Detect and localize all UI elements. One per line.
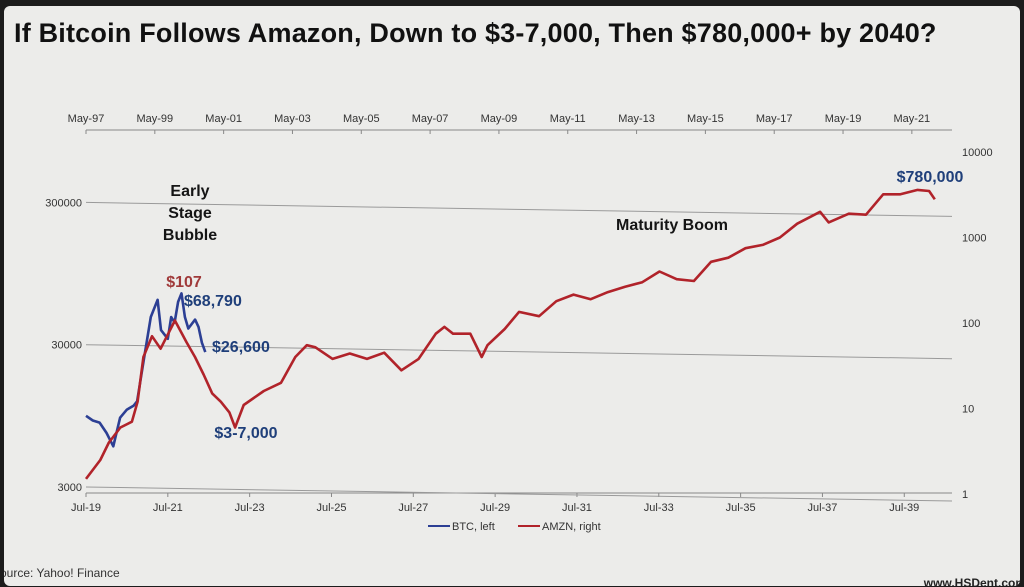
annotation-line: Bubble [163, 227, 217, 244]
top-x-tick-label: May-01 [205, 113, 242, 125]
left-gridline [85, 201, 953, 217]
top-x-tick-label: May-99 [136, 113, 173, 125]
top-x-tick-label: May-11 [550, 113, 586, 125]
annotation-btc-peak: $68,790 [184, 293, 242, 310]
series-line-amzn [84, 188, 936, 480]
left-y-tick-label: 3000 [58, 482, 82, 494]
slide-title: If Bitcoin Follows Amazon, Down to $3-7,… [14, 18, 937, 48]
bottom-x-tick-label: Jul-19 [71, 502, 101, 514]
bottom-x-tick-label: Jul-25 [316, 502, 346, 514]
top-x-tick-label: May-21 [894, 113, 931, 125]
top-x-tick-label: May-03 [274, 113, 311, 125]
site-watermark: www.HSDent.com [923, 576, 1020, 586]
top-x-tick-label: May-97 [68, 113, 105, 125]
legend-label-btc: BTC, left [452, 521, 495, 533]
top-x-tick-label: May-19 [825, 113, 862, 125]
right-y-tick-label: 100 [962, 318, 980, 330]
top-x-tick-label: May-15 [687, 113, 724, 125]
bottom-x-tick-label: Jul-33 [644, 502, 674, 514]
top-x-tick-label: May-13 [618, 113, 655, 125]
right-y-tick-label: 1 [962, 489, 968, 501]
annotation-bottom-target: $3-7,000 [214, 425, 277, 442]
bottom-x-tick-label: Jul-21 [153, 502, 183, 514]
bottom-x-tick-label: Jul-23 [235, 502, 265, 514]
left-y-tick-label: 30000 [51, 340, 82, 352]
bottom-x-tick-label: Jul-27 [398, 502, 428, 514]
left-gridline [85, 344, 953, 360]
left-gridline [85, 486, 953, 502]
top-x-tick-label: May-17 [756, 113, 793, 125]
bottom-x-tick-label: Jul-39 [889, 502, 919, 514]
bottom-x-tick-label: Jul-37 [807, 502, 837, 514]
left-y-tick-label: 300000 [45, 197, 82, 209]
chart: May-97 May-99 May-01 May-03 May-05 May-07 May-… [45, 113, 993, 533]
annotation-maturity-boom: Maturity Boom [616, 217, 728, 234]
annotation-btc-current: $26,600 [212, 339, 270, 356]
top-x-tick-label: May-09 [481, 113, 518, 125]
slide: If Bitcoin Follows Amazon, Down to $3-7,… [4, 6, 1020, 586]
right-y-tick-label: 1000 [962, 233, 986, 245]
bottom-x-tick-label: Jul-35 [726, 502, 756, 514]
right-y-tick-label: 10 [962, 404, 974, 416]
bottom-x-tick-label: Jul-29 [480, 502, 510, 514]
legend-label-amzn: AMZN, right [542, 521, 601, 533]
series-line-btc [85, 292, 207, 448]
annotation-early-stage-bubble: Early Stage Bubble [163, 183, 217, 244]
top-x-tick-label: May-05 [343, 113, 380, 125]
right-y-tick-label: 10000 [962, 147, 993, 159]
annotation-line: Early [170, 183, 209, 200]
bottom-x-tick-label: Jul-31 [562, 502, 592, 514]
annotation-amzn-peak: $107 [166, 274, 202, 291]
top-x-tick-label: May-07 [412, 113, 449, 125]
annotation-2040-target: $780,000 [897, 169, 964, 186]
source-note: ource: Yahoo! Finance [4, 566, 120, 580]
annotation-line: Stage [168, 205, 212, 222]
